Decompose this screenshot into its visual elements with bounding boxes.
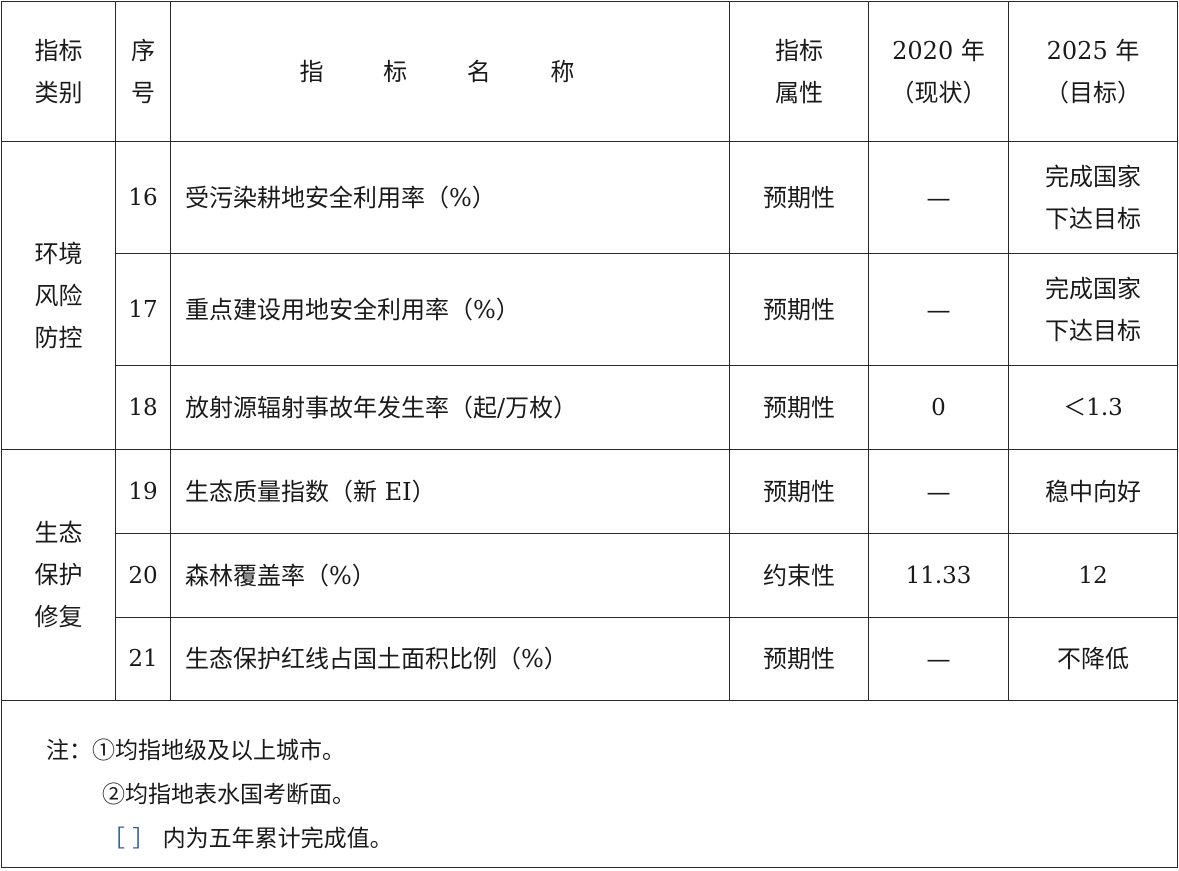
notes-row: 注：①均指地级及以上城市。 ②均指地表水国考断面。 ［ ］ 内为五年累计完成值。 xyxy=(1,700,1178,868)
row-name: 受污染耕地安全利用率（%） xyxy=(170,141,730,254)
row-no: 19 xyxy=(115,449,171,534)
header-2020: 2020 年（现状） xyxy=(868,1,1009,142)
row-2020: — xyxy=(868,141,1009,254)
row-2020: 11.33 xyxy=(868,533,1009,618)
header-attribute: 指标 属性 xyxy=(729,1,869,142)
table-row: 18 放射源辐射事故年发生率（起/万枚） 预期性 0 ＜1.3 xyxy=(2,365,1178,450)
note-1: 注：①均指地级及以上城市。 xyxy=(46,738,345,764)
notes: 注：①均指地级及以上城市。 ②均指地表水国考断面。 ［ ］ 内为五年累计完成值。 xyxy=(1,700,1178,868)
row-attr: 预期性 xyxy=(729,365,869,450)
row-2020: — xyxy=(868,253,1009,366)
row-2025: 完成国家 下达目标 xyxy=(1008,141,1178,254)
row-no: 21 xyxy=(115,617,171,701)
row-2025: 稳中向好 xyxy=(1008,449,1178,534)
row-2025: ＜1.3 xyxy=(1008,365,1178,450)
row-name: 生态保护红线占国土面积比例（%） xyxy=(170,617,730,701)
table-row: 17 重点建设用地安全利用率（%） 预期性 — 完成国家 下达目标 xyxy=(2,253,1178,366)
table-row: 20 森林覆盖率（%） 约束性 11.33 12 xyxy=(2,533,1178,618)
header-category: 指标 类别 xyxy=(1,1,116,142)
row-name: 生态质量指数（新 EI） xyxy=(170,449,730,534)
row-attr: 约束性 xyxy=(729,533,869,618)
row-2020: — xyxy=(868,617,1009,701)
row-name: 森林覆盖率（%） xyxy=(170,533,730,618)
row-2025: 12 xyxy=(1008,533,1178,618)
row-attr: 预期性 xyxy=(729,141,869,254)
row-attr: 预期性 xyxy=(729,449,869,534)
group-label: 环境 风险 防控 xyxy=(1,141,116,450)
group-label: 生态 保护 修复 xyxy=(1,449,116,701)
row-attr: 预期性 xyxy=(729,617,869,701)
row-no: 18 xyxy=(115,365,171,450)
row-name: 放射源辐射事故年发生率（起/万枚） xyxy=(170,365,730,450)
row-no: 17 xyxy=(115,253,171,366)
row-no: 16 xyxy=(115,141,171,254)
table-row: 生态 保护 修复 19 生态质量指数（新 EI） 预期性 — 稳中向好 xyxy=(1,449,1178,701)
table-row: 环境 风险 防控 16 受污染耕地安全利用率（%） 预期性 — 完成国家 下达目标 xyxy=(1,141,1178,450)
row-2025: 不降低 xyxy=(1008,617,1178,701)
table-row: 21 生态保护红线占国土面积比例（%） 预期性 — 不降低 xyxy=(2,617,1178,701)
note-2: ②均指地表水国考断面。 xyxy=(102,782,355,808)
header-2025: 2025 年（目标） xyxy=(1008,1,1178,142)
row-name: 重点建设用地安全利用率（%） xyxy=(170,253,730,366)
header-row: 指标 类别 序号 指 标 名 称 指标 属性 2020 年（现状） 2025 年（目… xyxy=(1,1,1178,142)
row-attr: 预期性 xyxy=(729,253,869,366)
row-2025: 完成国家 下达目标 xyxy=(1008,253,1178,366)
row-no: 20 xyxy=(115,533,171,618)
header-serial: 序号 xyxy=(115,1,171,142)
row-2020: 0 xyxy=(868,365,1009,450)
note-3: ［ ］ 内为五年累计完成值。 xyxy=(102,826,393,852)
row-2020: — xyxy=(868,449,1009,534)
header-name: 指 标 名 称 xyxy=(170,1,730,142)
